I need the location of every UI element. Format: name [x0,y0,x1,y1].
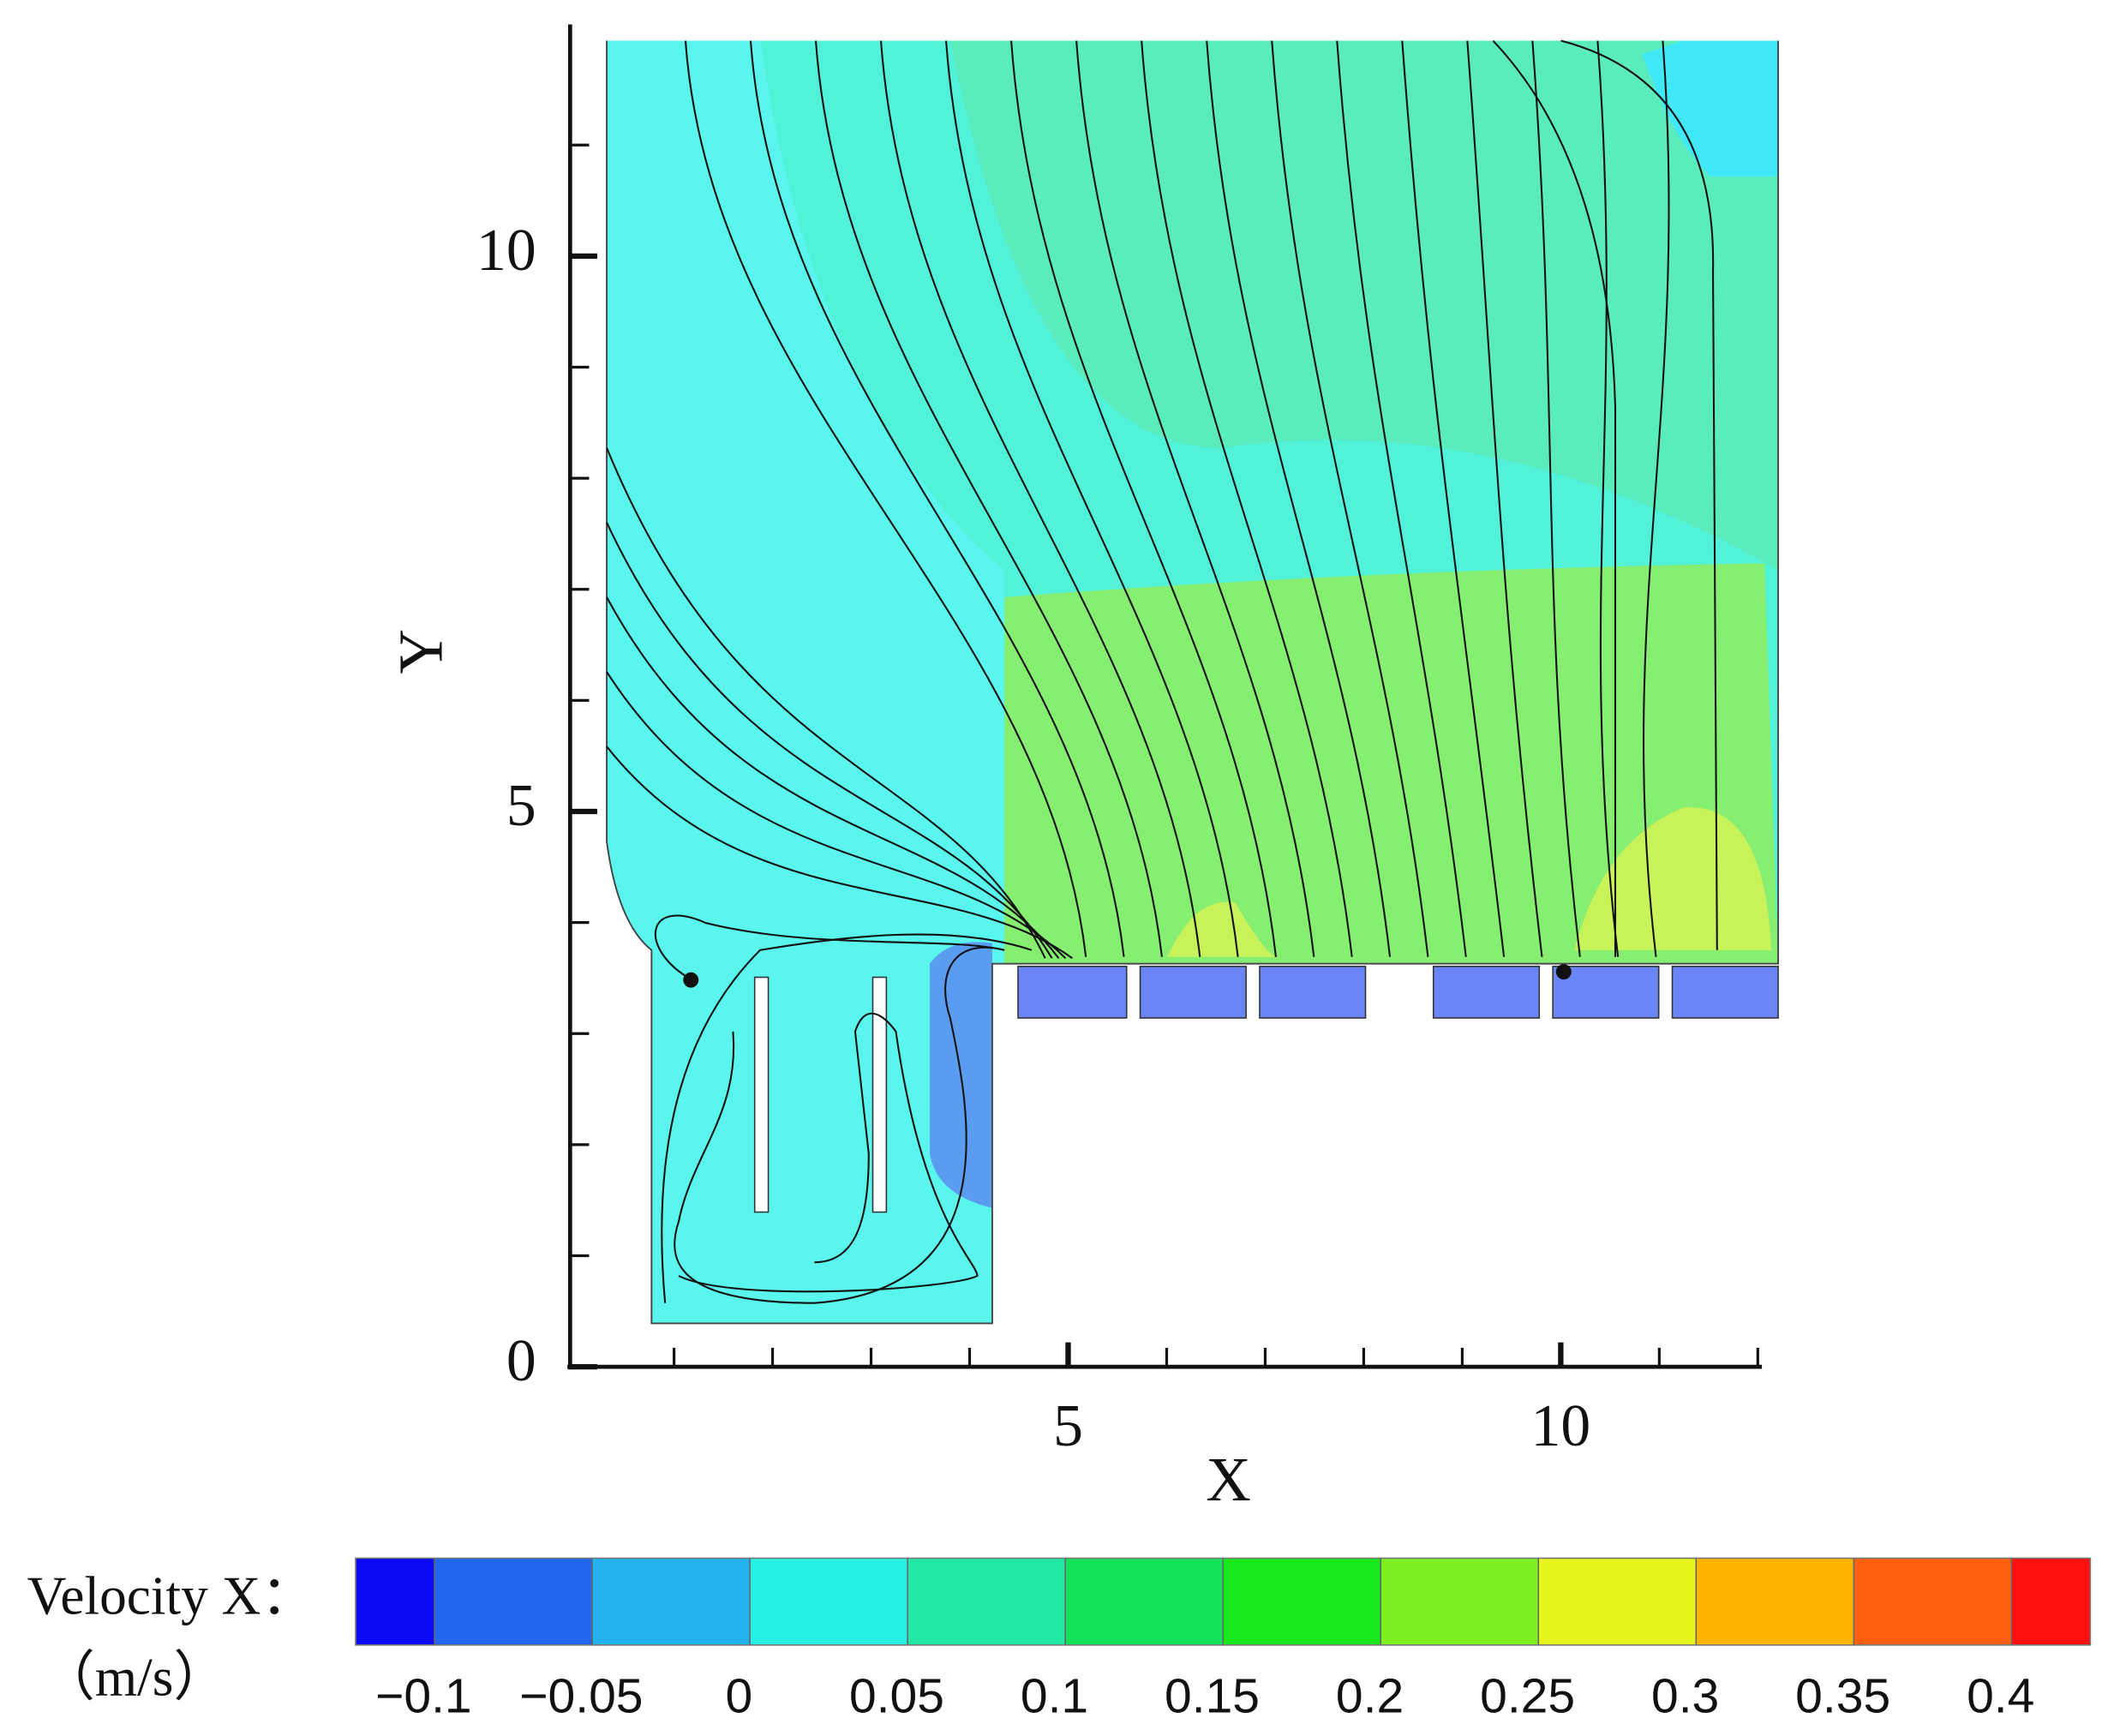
colorbar-segment [2011,1558,2091,1645]
colorbar-tick-label: 0.4 [1967,1668,2034,1723]
streamline [606,447,1046,959]
y-tick-label: 10 [476,218,536,284]
streamline [661,933,1033,1303]
streamline [1492,39,1617,957]
domain-outline [606,40,1780,1325]
streamline [1596,40,1620,957]
colorbar-label: Velocity X： [27,1566,315,1626]
streamline [1643,40,1670,957]
slot [1259,966,1367,1019]
streamline [880,40,1201,957]
colorbar-segment [434,1558,593,1645]
y-tick-label: 0 [506,1328,536,1394]
streamline [945,40,1239,957]
colorbar-segment [1538,1558,1697,1645]
streamline [1271,40,1429,957]
streamline [749,40,1125,957]
baffle [871,976,888,1213]
streamline [1336,40,1467,957]
axes: 5 10 0 5 10 [476,24,1763,1459]
contour-field [606,39,1780,1325]
streamline [1560,39,1718,950]
vortex-center [1555,964,1572,980]
vortex-center [683,972,699,988]
streamline [1206,40,1392,957]
colorbar-segment [1853,1558,2012,1645]
colorbar-tick-label: 0.2 [1336,1668,1404,1723]
slot [1671,966,1779,1019]
streamline [606,522,1053,959]
colorbar-segment [356,1558,435,1645]
y-tick-label: 5 [506,773,536,839]
colorbar-segment [1696,1558,1854,1645]
colorbar-tick-label: 0 [726,1668,753,1723]
colorbar-segment [1065,1558,1224,1645]
colorbar-segment [907,1558,1066,1645]
streamline [1531,40,1581,957]
colorbar: Velocity X： （m/s） −0.1 −0.05 0 0.05 0.1 0.15 0… [27,1557,2092,1723]
cyan-patch [1642,40,1779,177]
streamline [606,671,1067,960]
streamline [684,40,1087,957]
colorbar-unit: （m/s） [41,1648,228,1708]
streamline [1401,40,1506,957]
streamline [1010,40,1278,957]
streamlines [606,39,1718,1304]
x-tick-label: 10 [1531,1393,1591,1459]
colorbar-tick-label: −0.05 [519,1668,643,1723]
x-tick-label: 5 [1053,1393,1083,1459]
colorbar-tick-label: 0.05 [849,1668,944,1723]
colorbar-tick-label: 0.3 [1651,1668,1719,1723]
colorbar-tick-label: 0.25 [1480,1668,1575,1723]
colorbar-segment [592,1558,751,1645]
x-axis-label: X [1206,1445,1251,1514]
slots [1017,966,1779,1019]
y-axis-label: Y [386,629,456,674]
colorbar-tick-label: 0.1 [1021,1668,1088,1723]
green-yellow-region [1004,563,1779,964]
streamline [606,596,1060,959]
yellow-patch [1574,807,1772,950]
streamline [654,914,1005,1304]
colorbar-tick-label: −0.1 [375,1668,472,1723]
colorbar-segment [1380,1558,1539,1645]
baffle [753,976,770,1213]
colorbar-tick-label: 0.35 [1795,1668,1890,1723]
colorbar-segment [1223,1558,1381,1645]
streamline [814,40,1163,957]
yellow-patch [1167,901,1276,957]
streamline [1466,40,1543,957]
streamline [606,745,1073,960]
colorbar-tick-label: 0.15 [1165,1668,1260,1723]
slot [1432,966,1541,1019]
cyan-region [607,40,1005,1324]
colorbar-segment [750,1558,908,1645]
slot [1139,966,1247,1019]
slot [1017,966,1128,1019]
streamline [1075,40,1315,957]
streamline [678,1012,979,1293]
streamline [1141,40,1353,957]
